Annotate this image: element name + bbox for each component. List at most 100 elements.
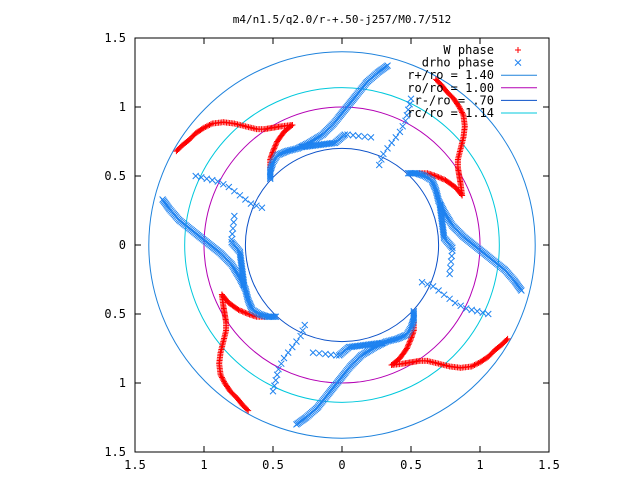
drho-phase-point xyxy=(269,387,277,395)
drho-phase-point xyxy=(457,302,465,310)
w-phase-point xyxy=(405,341,412,348)
y-tick-label: 0.5 xyxy=(104,169,126,183)
w-phase-point xyxy=(503,336,510,343)
w-phase-point xyxy=(439,175,446,182)
radius-circle-2 xyxy=(244,147,440,343)
w-phase-point xyxy=(459,109,466,116)
w-phase-point xyxy=(209,120,216,127)
w-phase-point xyxy=(472,361,479,368)
drho-phase-point xyxy=(225,183,233,191)
w-phase-point xyxy=(458,108,465,115)
w-phase-point xyxy=(441,176,448,183)
w-phase-point xyxy=(442,177,449,184)
drho-phase-point xyxy=(203,175,211,183)
drho-phase-point xyxy=(231,187,238,195)
w-phase-point xyxy=(404,344,411,351)
drho-phase-point xyxy=(403,111,411,119)
drho-phase-point xyxy=(446,270,453,278)
x-tick-label: 0.5 xyxy=(400,458,422,472)
w-phase-point xyxy=(271,144,278,151)
w-phase-point xyxy=(468,363,475,370)
drho-phase-point xyxy=(253,202,260,210)
drho-phase-point xyxy=(301,321,309,329)
w-phase-point xyxy=(174,147,181,154)
w-phase-point xyxy=(206,121,213,128)
drho-phase-point xyxy=(192,172,200,180)
w-phase-point xyxy=(403,345,410,352)
w-phase-point xyxy=(218,373,225,380)
drho-phase-point xyxy=(429,283,437,290)
drho-phase-point xyxy=(299,327,307,334)
drho-phase-point xyxy=(349,131,357,139)
drho-phase-point xyxy=(341,131,349,138)
data-points xyxy=(159,47,525,428)
drho-phase-point xyxy=(277,360,285,368)
drho-phase-point xyxy=(451,299,459,307)
drho-phase-point xyxy=(236,191,244,199)
drho-phase-point xyxy=(479,309,487,316)
w-phase-point xyxy=(406,339,413,346)
drho-phase-point xyxy=(228,230,236,238)
w-phase-point xyxy=(405,342,412,349)
w-phase-point xyxy=(219,375,226,382)
w-phase-point xyxy=(245,407,252,414)
drho-phase-point xyxy=(418,278,426,286)
w-phase-point xyxy=(432,76,439,83)
w-phase-point xyxy=(217,371,224,378)
legend-label-4: r-/ro = .70 xyxy=(415,93,494,107)
drho-phase-point xyxy=(273,371,281,379)
drho-phase-point xyxy=(322,350,329,358)
legend-label-1: drho phase xyxy=(422,56,494,70)
w-phase-point xyxy=(270,146,277,153)
x-tick-label: 1.5 xyxy=(538,458,560,472)
drho-phase-point xyxy=(440,291,448,299)
drho-phase-point xyxy=(406,100,413,108)
w-phase-point xyxy=(234,305,241,312)
w-phase-point xyxy=(218,374,225,381)
drho-phase-point xyxy=(435,287,442,294)
legend-label-2: r+/ro = 1.40 xyxy=(407,68,494,82)
x-tick-label: 0.5 xyxy=(262,458,284,472)
w-phase-point xyxy=(220,377,227,384)
drho-phase-point xyxy=(293,338,300,345)
w-phase-point xyxy=(407,337,414,344)
w-phase-point xyxy=(438,175,445,182)
w-phase-point xyxy=(275,137,282,144)
drho-phase-point xyxy=(361,133,369,141)
drho-phase-point xyxy=(355,132,362,140)
drho-phase-point xyxy=(404,106,412,114)
drho-phase-point xyxy=(447,258,455,265)
w-phase-point xyxy=(221,378,228,385)
drho-phase-point xyxy=(309,349,317,356)
drho-phase-point xyxy=(327,351,335,359)
drho-phase-point xyxy=(214,178,222,185)
x-tick-label: 1.5 xyxy=(124,458,146,472)
w-phase-point xyxy=(471,362,478,369)
w-phase-point xyxy=(274,138,281,145)
y-tick-label: 1 xyxy=(119,100,126,114)
drho-phase-point xyxy=(208,176,216,184)
drho-phase-point xyxy=(231,212,238,220)
drho-phase-point xyxy=(247,200,255,207)
drho-phase-point xyxy=(159,196,166,203)
w-phase-point xyxy=(273,139,280,146)
axis-ticks: 1.5 1 0.5 0 0.5 1 1.51.510.500.511.5 xyxy=(104,31,560,472)
legend-label-0: W phase xyxy=(443,43,494,57)
drho-phase-point xyxy=(280,354,288,362)
drho-phase-point xyxy=(396,128,404,136)
drho-phase-point xyxy=(275,365,282,373)
w-phase-point xyxy=(173,148,180,155)
drho-phase-point xyxy=(265,313,273,321)
drho-phase-point xyxy=(297,332,304,340)
drho-phase-point xyxy=(462,305,470,312)
w-phase-point xyxy=(207,121,214,128)
drho-phase-point xyxy=(384,62,391,69)
drho-phase-point xyxy=(377,156,385,163)
drho-phase-point xyxy=(230,218,238,226)
drho-phase-point xyxy=(228,238,235,246)
drho-phase-point xyxy=(228,236,235,243)
drho-phase-point xyxy=(258,204,266,212)
drho-phase-point xyxy=(410,314,418,322)
